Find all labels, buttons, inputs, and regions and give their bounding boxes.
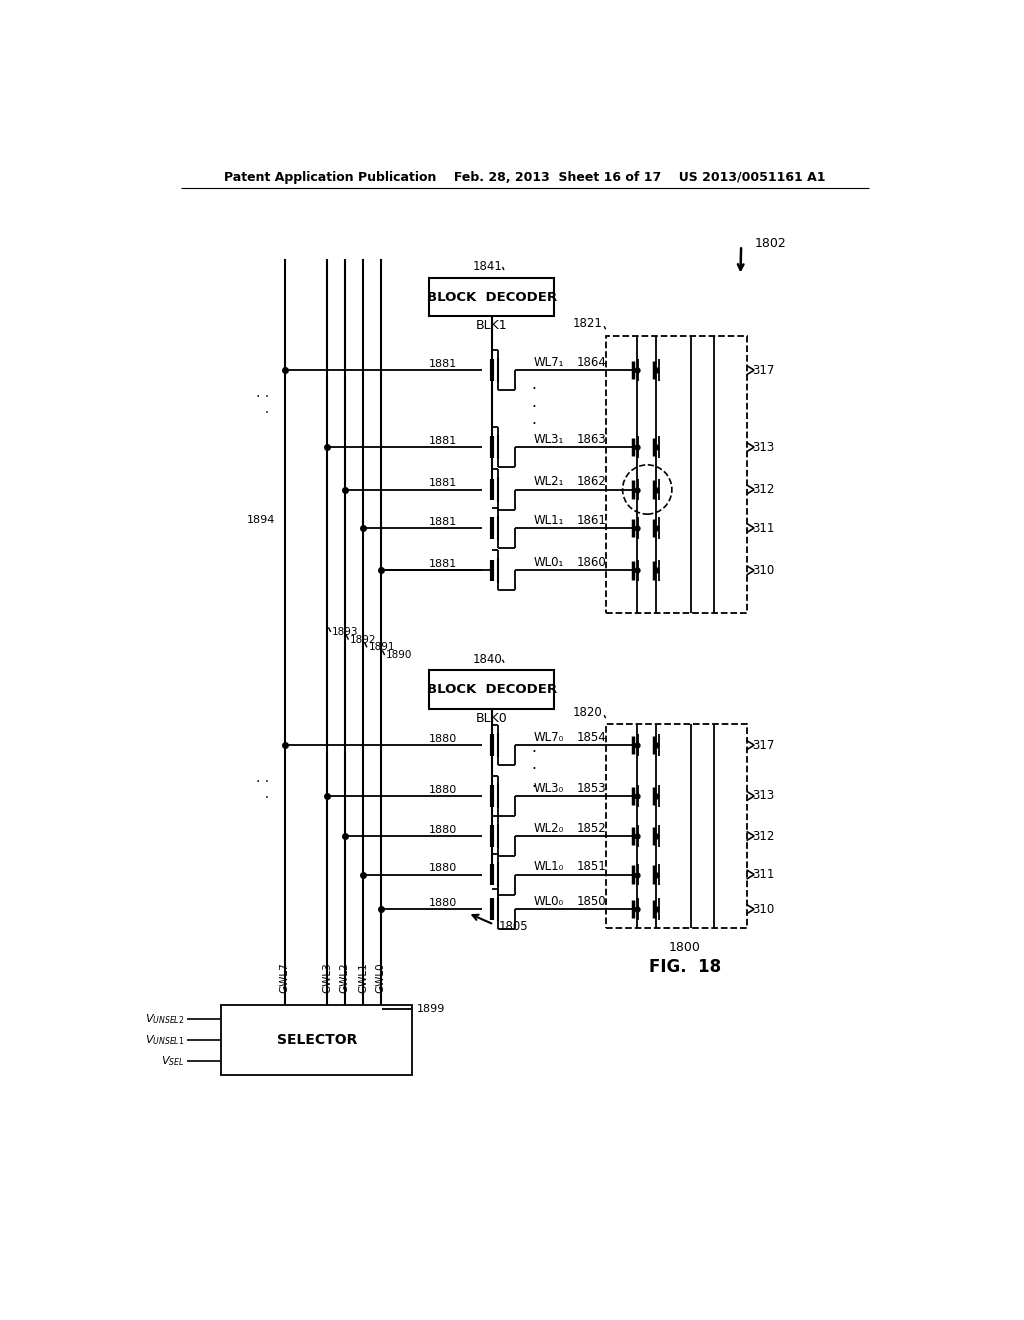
Text: ·
·
·: · · ·	[531, 744, 537, 795]
Text: WL7₀: WL7₀	[535, 731, 564, 744]
Text: 1805: 1805	[499, 920, 528, 933]
Text: 1881: 1881	[429, 436, 457, 446]
Text: 1840: 1840	[473, 653, 503, 667]
Text: 1880: 1880	[429, 734, 457, 744]
Text: 1821: 1821	[572, 317, 602, 330]
Text: 317: 317	[753, 363, 775, 376]
Text: 1894: 1894	[247, 515, 275, 525]
Text: 310: 310	[753, 903, 774, 916]
Text: 1864: 1864	[578, 356, 607, 370]
Text: 1880: 1880	[429, 785, 457, 795]
Text: WL0₀: WL0₀	[535, 895, 564, 908]
Text: 1852: 1852	[578, 822, 607, 834]
Text: 1850: 1850	[578, 895, 607, 908]
Text: 1880: 1880	[429, 898, 457, 908]
Text: WL1₀: WL1₀	[535, 861, 564, 874]
Text: 1841: 1841	[473, 260, 503, 273]
FancyBboxPatch shape	[429, 277, 554, 317]
Text: Patent Application Publication    Feb. 28, 2013  Sheet 16 of 17    US 2013/00511: Patent Application Publication Feb. 28, …	[224, 172, 825, 185]
Text: GWL0: GWL0	[376, 962, 386, 993]
Text: WL1₁: WL1₁	[535, 513, 564, 527]
Text: BLOCK  DECODER: BLOCK DECODER	[427, 684, 557, 696]
Text: 1899: 1899	[417, 1005, 445, 1014]
Text: 1881: 1881	[429, 478, 457, 488]
FancyBboxPatch shape	[606, 335, 746, 612]
Text: 1880: 1880	[429, 825, 457, 834]
Text: SELECTOR: SELECTOR	[276, 1034, 357, 1047]
Text: 1892: 1892	[350, 635, 377, 644]
Text: 1860: 1860	[578, 556, 607, 569]
Text: 1881: 1881	[429, 560, 457, 569]
Text: 313: 313	[753, 789, 774, 803]
Text: 311: 311	[753, 521, 775, 535]
Text: 1863: 1863	[578, 433, 607, 446]
Text: BLK1: BLK1	[476, 319, 508, 333]
Text: 1881: 1881	[429, 359, 457, 370]
Text: GWL3: GWL3	[322, 962, 332, 993]
Text: $V_{UNSEL1}$: $V_{UNSEL1}$	[144, 1034, 184, 1047]
Text: BLK0: BLK0	[476, 711, 508, 725]
Text: 1851: 1851	[578, 861, 607, 874]
Text: $V_{UNSEL2}$: $V_{UNSEL2}$	[145, 1012, 184, 1026]
Text: 1893: 1893	[333, 627, 358, 638]
Text: 310: 310	[753, 564, 774, 577]
Text: WL7₁: WL7₁	[535, 356, 564, 370]
Text: 1802: 1802	[755, 236, 786, 249]
Text: WL3₁: WL3₁	[535, 433, 564, 446]
Text: · ·
  ·: · · ·	[256, 775, 269, 805]
Text: · ·
  ·: · · ·	[256, 389, 269, 420]
Text: 1820: 1820	[572, 706, 602, 719]
FancyBboxPatch shape	[429, 671, 554, 709]
Text: ·
·
·: · · ·	[531, 383, 537, 432]
Text: 1890: 1890	[386, 649, 413, 660]
Text: GWL1: GWL1	[358, 962, 368, 993]
Text: WL2₀: WL2₀	[535, 822, 564, 834]
Text: 313: 313	[753, 441, 774, 454]
Text: 317: 317	[753, 739, 775, 751]
Text: 1880: 1880	[429, 863, 457, 874]
Text: WL2₁: WL2₁	[535, 475, 564, 488]
FancyBboxPatch shape	[221, 1006, 413, 1074]
Text: 1891: 1891	[369, 643, 395, 652]
Text: 311: 311	[753, 869, 775, 880]
Text: BLOCK  DECODER: BLOCK DECODER	[427, 290, 557, 304]
Text: FIG.  18: FIG. 18	[649, 958, 721, 975]
Text: 1800: 1800	[669, 941, 700, 954]
Text: WL0₁: WL0₁	[535, 556, 564, 569]
Text: 312: 312	[753, 483, 775, 496]
Text: $V_{SEL}$: $V_{SEL}$	[161, 1053, 184, 1068]
FancyBboxPatch shape	[606, 725, 746, 928]
Text: WL3₀: WL3₀	[535, 781, 564, 795]
Text: 1861: 1861	[578, 513, 607, 527]
Text: 1853: 1853	[578, 781, 607, 795]
Text: 1862: 1862	[578, 475, 607, 488]
Text: 1881: 1881	[429, 517, 457, 527]
Text: 1854: 1854	[578, 731, 607, 744]
Text: 312: 312	[753, 829, 775, 842]
Text: GWL7: GWL7	[280, 962, 290, 993]
Text: GWL2: GWL2	[340, 962, 349, 993]
